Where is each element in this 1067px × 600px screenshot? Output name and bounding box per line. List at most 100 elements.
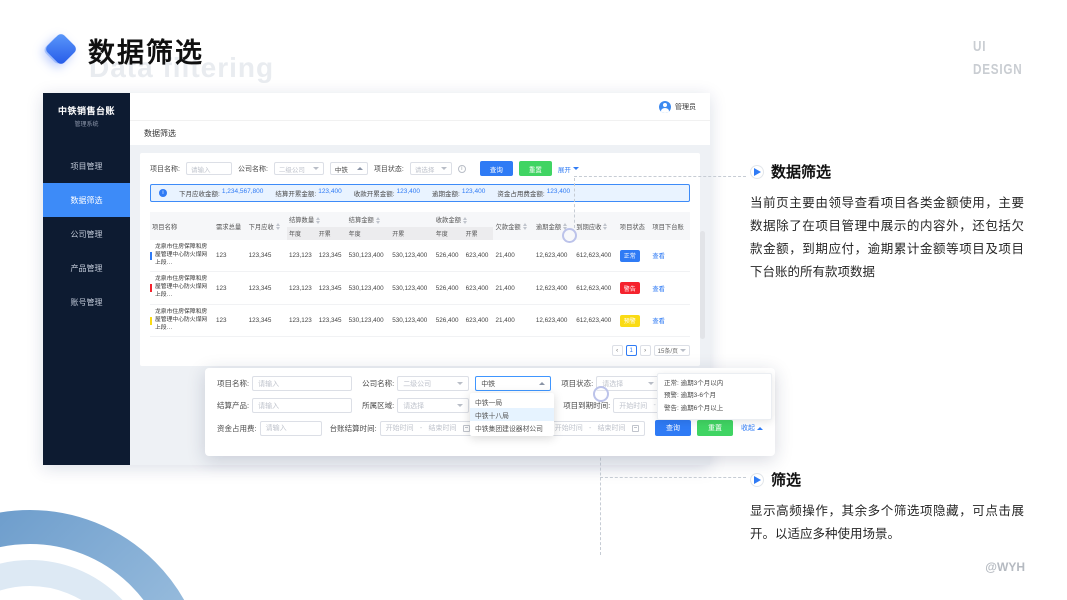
settle-time-range-picker[interactable]: 开始时间 - 结束时间 [379, 420, 476, 436]
next-page-button[interactable]: › [639, 345, 651, 357]
view-ledger-link[interactable]: 查看 [652, 253, 665, 261]
cell-due: 612,623,400 [574, 304, 618, 338]
sidebar: 中铁销售台账 管理系统 项目管理 数据筛选 公司管理 产品管理 账号管理 [43, 93, 130, 465]
prev-page-button[interactable]: ‹ [611, 345, 623, 357]
username[interactable]: 管理员 [675, 103, 696, 111]
sort-icon[interactable] [316, 216, 321, 224]
column-header[interactable]: 结算金额 [346, 212, 434, 227]
column-header[interactable]: 到期应收 [574, 212, 618, 240]
info-icon[interactable] [457, 164, 466, 173]
cell-qty-year: 123,123 [286, 271, 317, 305]
chevron-up-icon [539, 382, 546, 385]
cell-amt-cum: 530,123,400 [390, 304, 434, 338]
sidebar-item-label: 产品管理 [70, 263, 103, 273]
placeholder: 请输入 [190, 166, 211, 174]
cell-recv-cum: 623,400 [463, 304, 494, 338]
user-avatar-icon[interactable] [659, 100, 671, 113]
cell-next-month: 123,345 [246, 271, 287, 305]
company-level-select[interactable]: 二级公司 [273, 162, 324, 175]
dropdown-option[interactable]: 中铁集团建设器材公司 [470, 421, 554, 434]
scrollbar-thumb[interactable] [700, 231, 705, 339]
status-bar [150, 284, 152, 293]
placeholder: 二级公司 [403, 380, 432, 388]
chevron-up-icon [356, 167, 363, 170]
summary-item: 资金占用费金额: 123,400 [497, 188, 570, 198]
placeholder: 二级公司 [278, 166, 305, 174]
sidebar-item-label: 公司管理 [70, 229, 103, 239]
column-header[interactable]: 欠款金额 [493, 212, 534, 240]
company-select[interactable]: 中铁 [475, 376, 552, 391]
reset-button[interactable]: 重置 [697, 420, 733, 436]
dropdown-option[interactable]: 中铁十八局 [470, 408, 554, 421]
column-header[interactable]: 下月应收 [246, 212, 287, 240]
project-name-input[interactable]: 请输入 [252, 376, 353, 391]
page-title-bar: 数据筛选 [130, 121, 710, 145]
range-separator: - [653, 402, 656, 409]
sort-icon[interactable] [375, 216, 381, 224]
cell-demand: 123 [214, 240, 247, 273]
project-name: 龙泉市住房保障和房屋管理中心防火煤网上段… [155, 308, 208, 331]
status-label: 项目状态: [561, 379, 594, 388]
cell-overdue: 12,623,400 [533, 271, 575, 305]
view-ledger-link[interactable]: 查看 [652, 318, 665, 326]
company-level-select[interactable]: 二级公司 [397, 376, 470, 391]
deadline-range-picker[interactable]: 开始时间 - 结束时间 [548, 420, 645, 436]
search-button[interactable]: 查询 [655, 420, 691, 436]
page-size-select[interactable]: 15条/页 [653, 345, 690, 357]
status-bar [150, 316, 152, 325]
project-name-input[interactable]: 请输入 [185, 162, 232, 175]
chevron-down-icon [440, 167, 447, 170]
sort-icon[interactable] [522, 223, 528, 231]
summary-value: 123,400 [461, 188, 486, 195]
region-select[interactable]: 请选择 [397, 398, 470, 413]
selected-value: 中铁 [334, 166, 348, 174]
current-page[interactable]: 1 [625, 345, 637, 357]
search-button[interactable]: 查询 [479, 161, 513, 176]
summary-item: 结算开累金额: 123,400 [275, 188, 341, 198]
cell-debt: 21,400 [493, 304, 534, 338]
summary-label: 资金占用费金额: [497, 191, 545, 198]
view-ledger-link[interactable]: 查看 [652, 285, 665, 293]
column-header[interactable]: 收款金额 [433, 212, 494, 227]
sort-icon[interactable] [462, 216, 468, 224]
annotation-data-filter: 数据筛选 当前页主要由领导查看项目各类金额使用，主要数据除了在项目管理中展示的内… [750, 161, 1035, 285]
placeholder: 请选择 [414, 166, 435, 174]
dropdown-option[interactable]: 中铁一局 [470, 395, 554, 408]
status-badge: 正常 [619, 249, 640, 262]
status-badge: 预警 [619, 314, 640, 327]
fee-input[interactable]: 请输入 [259, 420, 322, 436]
cell-amt-year: 530,123,400 [346, 271, 391, 305]
range-end-placeholder: 结束时间 [428, 425, 457, 432]
corner-label-line2: DESIGN [973, 60, 1023, 78]
column-header[interactable]: 结算数量 [286, 212, 347, 227]
connector-line [574, 178, 575, 228]
sidebar-item[interactable]: 产品管理 [43, 251, 130, 285]
table-row[interactable]: 龙泉市住房保障和房屋管理中心防火煤网上段… 123 123,345 123,12… [150, 271, 690, 305]
cell-overdue: 12,623,400 [533, 240, 575, 273]
sidebar-item[interactable]: 数据筛选 [43, 183, 130, 217]
sort-icon[interactable] [275, 223, 281, 231]
status-select[interactable]: 请选择 [409, 162, 452, 175]
cell-overdue: 12,623,400 [533, 304, 575, 338]
reset-button[interactable]: 重置 [518, 161, 552, 176]
annotation-title: 筛选 [771, 472, 802, 489]
project-name: 龙泉市住房保障和房屋管理中心防火煤网上段… [155, 244, 208, 266]
expand-link[interactable]: 展开 [558, 164, 579, 174]
placeholder: 请输入 [258, 402, 280, 410]
filter-bar: 项目名称: 请输入 公司名称: 二级公司 中铁 项目状态: 请选择 查询 重置 … [150, 161, 690, 176]
sidebar-item[interactable]: 账号管理 [43, 285, 130, 319]
product-input[interactable]: 请输入 [252, 398, 353, 413]
cell-recv-cum: 623,400 [463, 271, 494, 305]
table-row[interactable]: 龙泉市住房保障和房屋管理中心防火煤网上段… 123 123,345 123,12… [150, 240, 690, 273]
sidebar-item[interactable]: 公司管理 [43, 217, 130, 251]
sort-icon[interactable] [603, 223, 608, 231]
placeholder: 请输入 [258, 380, 280, 388]
company-select[interactable]: 中铁 [329, 162, 368, 175]
table-head: 项目名称 需求总量 下月应收 结算数量 结算金额 收款金额 欠款金额 逾期金额 到期应收 项目状态… [150, 212, 690, 240]
topbar: 管理员 [130, 93, 710, 121]
collapse-link[interactable]: 收起 [741, 423, 763, 433]
company-label: 公司名称: [362, 379, 395, 388]
table-row[interactable]: 龙泉市住房保障和房屋管理中心防火煤网上段… 123 123,345 123,12… [150, 304, 690, 338]
sidebar-item[interactable]: 项目管理 [43, 149, 130, 183]
summary-value: 123,400 [396, 188, 421, 195]
